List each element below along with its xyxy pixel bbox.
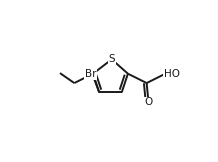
Text: Br: Br xyxy=(85,69,96,79)
Text: O: O xyxy=(144,97,153,107)
Text: S: S xyxy=(108,54,115,64)
Text: HO: HO xyxy=(164,69,180,79)
